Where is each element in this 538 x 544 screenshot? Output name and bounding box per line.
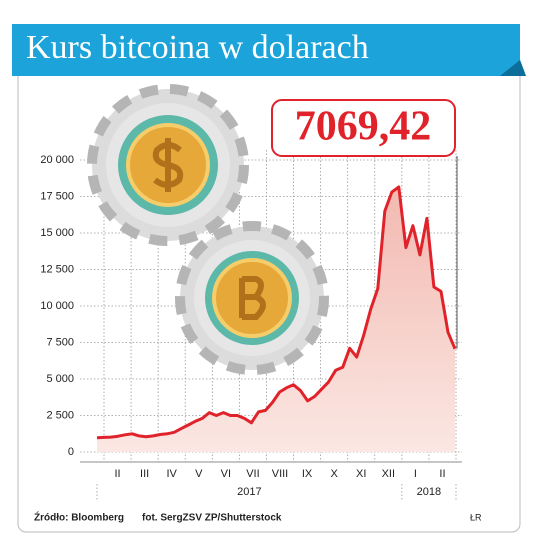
plot: 0 2 500 5 000 7 500 10 000 12 500 15 000 17 500…: [40, 150, 462, 500]
x-tick-label: I: [414, 468, 417, 480]
y-tick-label: 12 500: [40, 263, 74, 275]
photo-credit: fot. SergZSV ZP/Shutterstock: [142, 513, 282, 524]
year-label: 2018: [417, 486, 441, 498]
x-tick-label: II: [114, 468, 120, 480]
x-tick-label: XII: [382, 468, 395, 480]
x-tick-label: XI: [356, 468, 366, 480]
y-tick-label: 17 500: [40, 190, 74, 202]
x-tick-label: II: [439, 468, 445, 480]
area: [97, 187, 455, 452]
title-banner: [12, 24, 526, 76]
y-tick-label: 5 000: [46, 373, 74, 385]
gear-dollar: [87, 84, 249, 246]
annotation-group: 7069,42: [271, 99, 458, 349]
x-tick-label: IV: [166, 468, 177, 480]
y-tick-label: 20 000: [40, 154, 74, 166]
y-tick-label: 10 000: [40, 300, 74, 312]
source: Źródło: Bloomberg: [34, 511, 124, 524]
gear-bitcoin: [175, 221, 329, 375]
annotation-box: [271, 99, 456, 157]
line: [96, 185, 457, 440]
x-tick-label: VII: [246, 468, 259, 480]
x-tick-label: V: [195, 468, 203, 480]
x-tick-label: X: [330, 468, 338, 480]
y-tick-label: 7 500: [46, 336, 74, 348]
y-tick-label: 15 000: [40, 227, 74, 239]
y-tick-label: 2 500: [46, 409, 74, 421]
x-tick-label: IX: [302, 468, 313, 480]
banner-fold: [500, 60, 526, 76]
y-tick-label: 0: [68, 446, 74, 458]
annotation-label: 7069,42: [295, 104, 432, 150]
x-tick-label: III: [140, 468, 149, 480]
author: ŁR: [470, 512, 482, 522]
year-label: 2017: [237, 486, 261, 498]
x-tick-label: VIII: [272, 468, 289, 480]
x-tick-label: VI: [221, 468, 231, 480]
chart-title: Kurs bitcoina w dolarach: [26, 29, 369, 66]
